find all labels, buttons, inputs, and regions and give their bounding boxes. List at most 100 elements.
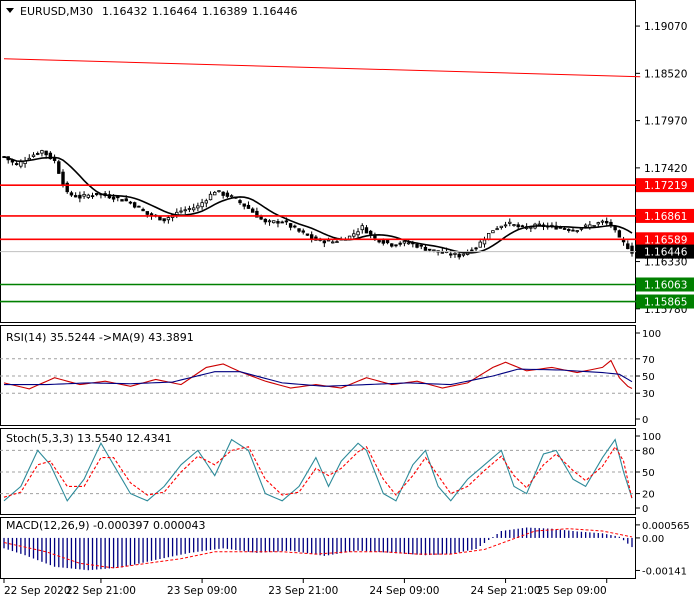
candle-body: [132, 202, 137, 208]
candle-body: [520, 225, 525, 228]
candle-body: [453, 252, 457, 255]
candle-body: [137, 205, 141, 208]
rsi-y-tick-label: 50: [642, 372, 655, 383]
candle-body: [229, 195, 234, 198]
candle-body: [385, 239, 390, 244]
stoch-series-2-line: [3, 445, 633, 500]
candle-body: [432, 249, 436, 252]
candle-body: [48, 152, 53, 160]
ohlc-low: 1.16389: [202, 5, 248, 18]
candle-body: [461, 253, 466, 256]
candle-body: [166, 217, 171, 221]
stoch-y-tick-label: 100: [642, 432, 661, 443]
candle-body: [626, 243, 630, 250]
candle-body: [14, 163, 19, 166]
ohlc-open: 1.16432: [102, 5, 148, 18]
candle-body: [322, 240, 327, 244]
price-y-tick-label: 1.17420: [644, 163, 687, 175]
candle-body: [567, 228, 571, 232]
candle-body: [69, 192, 74, 196]
stoch-y-tick-label: 20: [642, 490, 655, 501]
candle-body: [609, 221, 613, 226]
candle-body: [288, 223, 293, 228]
descending-trendline: [3, 58, 641, 78]
candle-body: [250, 208, 255, 213]
macd-signal-line: [3, 528, 633, 569]
candle-body: [284, 220, 289, 223]
support-level-label: 1.15865: [644, 297, 687, 309]
stoch-y-tick-label: 80: [642, 446, 655, 457]
price-y-tick-label: 1.17970: [644, 116, 687, 128]
macd-y-tick-label: -0.00141: [642, 566, 687, 577]
candle-body: [196, 205, 200, 209]
support-level-tag: [636, 277, 694, 292]
candle-body: [335, 241, 339, 244]
candle-body: [31, 154, 36, 157]
macd-y-tick-label: 0.00: [642, 534, 664, 545]
candle-body: [145, 211, 150, 215]
rsi-series-1-line: [3, 359, 633, 390]
symbol-dropdown-arrow-icon[interactable]: [6, 8, 14, 13]
candle-body: [111, 196, 116, 200]
candle-body: [238, 200, 242, 204]
candle-body: [73, 195, 78, 198]
candle-body: [529, 226, 533, 229]
candle-body: [537, 223, 541, 226]
candle-body: [390, 243, 394, 247]
candle-body: [394, 244, 398, 247]
current-price-tag: [636, 244, 694, 259]
candle-body: [183, 209, 187, 212]
stoch-title: Stoch(5,3,3) 13.5540 12.4341: [6, 432, 172, 445]
candle-body: [356, 231, 360, 236]
candle-body: [575, 230, 579, 232]
candle-body: [305, 233, 310, 236]
candle-body: [364, 227, 369, 234]
ohlc-close: 1.16446: [252, 5, 298, 18]
candle-body: [78, 194, 82, 199]
candle-body: [605, 220, 609, 224]
candle-body: [82, 194, 86, 197]
candle-body: [457, 253, 461, 258]
x-tick-label: 24 Sep 09:00: [369, 585, 439, 597]
candle-body: [255, 210, 259, 218]
candle-body: [499, 225, 504, 228]
candle-body: [204, 200, 209, 204]
resistance-level-tag: [636, 232, 694, 247]
candle-body: [373, 235, 377, 239]
candle-body: [368, 230, 373, 235]
price-panel: [0, 58, 641, 303]
resistance-level-label: 1.16589: [644, 234, 687, 246]
candle-body: [301, 230, 305, 233]
candle-body: [562, 228, 567, 230]
macd-y-tick-label: 0.000565: [642, 521, 690, 532]
resistance-level-label: 1.16861: [644, 211, 687, 223]
price-y-tick-label: 1.19070: [644, 21, 687, 33]
candle-body: [596, 222, 600, 225]
support-level-tag: [636, 294, 694, 309]
stochastic-panel: [3, 438, 633, 502]
candle-body: [449, 253, 453, 256]
candle-body: [512, 224, 516, 226]
candle-body: [57, 161, 61, 174]
candle-body: [272, 220, 276, 224]
x-tick-label: 22 Sep 2020: [4, 585, 71, 597]
price-y-tick-label: 1.16330: [644, 257, 687, 269]
candle-body: [276, 221, 280, 224]
candle-body: [402, 240, 407, 244]
candle-body: [592, 224, 596, 227]
x-tick-label: 24 Sep 21:00: [471, 585, 541, 597]
candle-body: [128, 201, 133, 204]
candle-body: [423, 246, 428, 251]
candle-body: [44, 150, 48, 156]
candle-body: [419, 244, 423, 247]
candle-body: [86, 194, 90, 198]
x-tick-label: 25 Sep 09:00: [537, 585, 607, 597]
candle-body: [213, 191, 217, 196]
candle-body: [470, 249, 474, 252]
candle-body: [19, 161, 23, 167]
current-price-label: 1.16446: [644, 247, 688, 259]
candle-body: [583, 224, 588, 227]
candle-body: [297, 228, 301, 232]
macd-panel: [3, 527, 633, 571]
